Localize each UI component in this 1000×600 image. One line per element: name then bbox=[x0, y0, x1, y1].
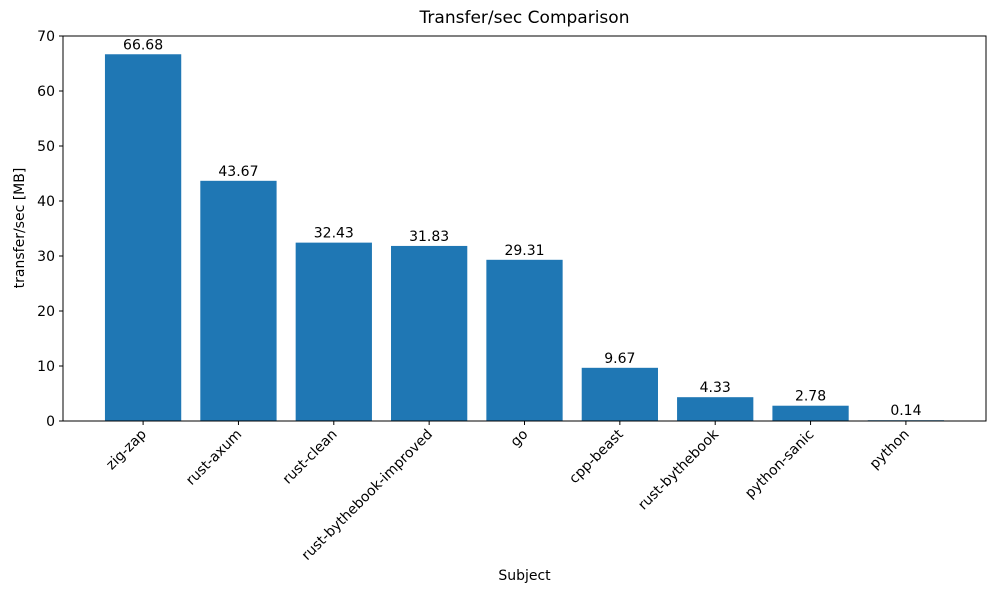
x-tick-label: go bbox=[508, 427, 532, 451]
bar bbox=[391, 245, 468, 421]
bar-value-label: 0.14 bbox=[890, 403, 921, 419]
y-tick-label: 20 bbox=[37, 304, 55, 320]
bar bbox=[104, 54, 182, 421]
bar-value-label: 4.33 bbox=[700, 380, 731, 396]
y-tick-label: 40 bbox=[37, 194, 55, 210]
x-axis-label: Subject bbox=[498, 568, 551, 584]
x-tick-label: rust-axum bbox=[183, 427, 245, 489]
bar-value-label: 43.67 bbox=[218, 164, 258, 180]
x-tick-label: rust-bythebook bbox=[635, 426, 722, 513]
bar bbox=[677, 397, 754, 421]
bar-value-label: 32.43 bbox=[314, 226, 354, 242]
chart-title: Transfer/sec Comparison bbox=[419, 8, 630, 28]
bar bbox=[295, 242, 372, 421]
x-tick-label: zig-zap bbox=[103, 426, 150, 473]
x-tick-label: cpp-beast bbox=[566, 426, 627, 487]
y-tick-label: 60 bbox=[37, 84, 55, 100]
bar-value-label: 2.78 bbox=[795, 389, 826, 405]
bar-value-label: 9.67 bbox=[604, 351, 635, 367]
bar bbox=[486, 259, 563, 421]
y-tick-label: 10 bbox=[37, 359, 55, 375]
x-tick-label: python-sanic bbox=[742, 427, 817, 502]
y-tick-label: 50 bbox=[37, 139, 55, 155]
bar bbox=[772, 405, 849, 421]
x-tick-label: rust-clean bbox=[280, 427, 341, 488]
bar-value-label: 31.83 bbox=[409, 229, 449, 245]
y-tick-label: 30 bbox=[37, 249, 55, 265]
x-tick-label: python bbox=[867, 427, 913, 473]
bar bbox=[581, 367, 658, 421]
bar-value-label: 29.31 bbox=[504, 243, 544, 259]
y-tick-label: 0 bbox=[46, 414, 55, 430]
y-tick-label: 70 bbox=[37, 29, 55, 45]
bar bbox=[200, 180, 277, 421]
bar-value-label: 66.68 bbox=[123, 37, 163, 53]
